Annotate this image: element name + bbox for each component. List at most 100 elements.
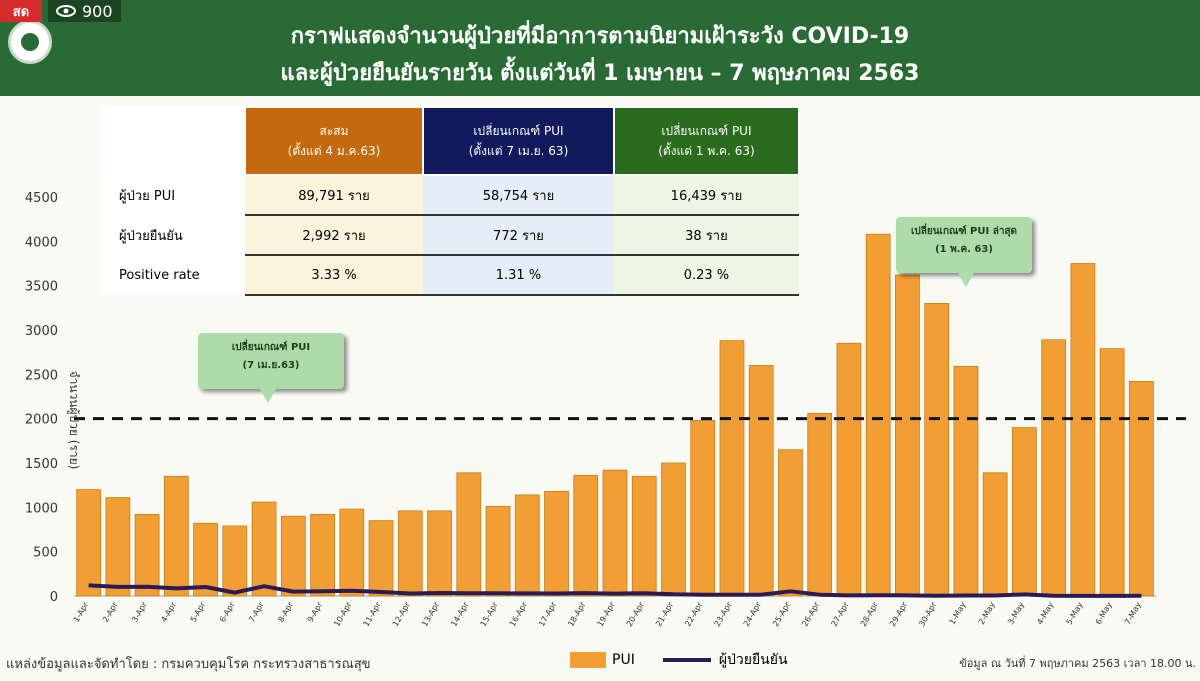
eye-icon: [56, 5, 76, 17]
x-tick-label: 1-May: [948, 600, 968, 626]
table-cell: 0.23 %: [613, 255, 799, 296]
bar-pui: [485, 506, 511, 597]
x-tick-label: 1-Apr: [72, 600, 91, 624]
legend-line-swatch: [662, 658, 711, 662]
header-sublabel: (ตั้งแต่ 4 ม.ค.63): [287, 144, 381, 158]
x-tick-label: 5-May: [1065, 600, 1085, 626]
table-cell: 1.31 %: [423, 255, 614, 296]
bar-pui: [982, 472, 1008, 597]
x-tick-label: 23-Apr: [713, 600, 735, 628]
y-tick-label: 1500: [25, 457, 58, 472]
table-cell: 772 ราย: [423, 215, 614, 256]
summary-table: สะสม (ตั้งแต่ 4 ม.ค.63) เปลี่ยนเกณฑ์ PUI…: [100, 106, 801, 296]
x-tick-label: 6-Apr: [218, 600, 237, 624]
bar-pui: [339, 508, 365, 597]
x-tick-label: 9-Apr: [306, 600, 325, 624]
x-tick-label: 4-May: [1035, 600, 1055, 626]
bar-pui: [953, 365, 979, 597]
data-timestamp: ข้อมูล ณ วันที่ 7 พฤษภาคม 2563 เวลา 18.0…: [959, 657, 1196, 670]
table-cell: 16,439 ราย: [613, 175, 799, 216]
table-row: ผู้ป่วย PUI 89,791 ราย 58,754 ราย 16,439…: [101, 175, 799, 216]
bar-pui: [222, 525, 248, 597]
bar-pui: [105, 497, 131, 597]
table-row: Positive rate 3.33 % 1.31 % 0.23 %: [101, 255, 799, 296]
x-tick-label: 12-Apr: [391, 600, 413, 628]
x-tick-label: 27-Apr: [830, 600, 852, 628]
bar-pui: [514, 494, 540, 597]
callout-title: เปลี่ยนเกณฑ์ PUI: [231, 342, 311, 353]
table-cell: 3.33 %: [245, 255, 424, 296]
bar-pui: [661, 462, 686, 597]
bar-pui: [1099, 348, 1125, 597]
bar-pui: [544, 490, 569, 597]
x-tick-label: 11-Apr: [362, 600, 384, 628]
y-tick-label: 3500: [25, 280, 58, 295]
bar-pui: [251, 501, 277, 597]
bar-pui: [1128, 381, 1154, 597]
x-tick-label: 2-Apr: [101, 600, 120, 624]
table-cell: 2,992 ราย: [245, 215, 424, 256]
row-label: ผู้ป่วยยืนยัน: [101, 215, 245, 255]
header-bar: กราฟแสดงจำนวนผู้ป่วยที่มีอาการตามนิยามเฝ…: [0, 0, 1200, 96]
x-tick-label: 28-Apr: [859, 600, 881, 628]
bar-pui: [76, 489, 102, 597]
y-tick-label: 2500: [25, 368, 58, 383]
y-tick-label: 3000: [25, 324, 58, 339]
bar-pui: [1070, 263, 1096, 597]
chart-legend: PUI ผู้ป่วยยืนยัน: [570, 648, 788, 672]
header-sublabel: (ตั้งแต่ 7 เม.ย. 63): [468, 144, 569, 158]
legend-label-confirmed: ผู้ป่วยยืนยัน: [718, 652, 788, 668]
x-tick-label: 15-Apr: [479, 600, 501, 628]
header-label: เปลี่ยนเกณฑ์ PUI: [661, 124, 752, 138]
y-tick-label: 4500: [25, 191, 58, 206]
bar-pui: [895, 274, 920, 597]
x-tick-label: 7-Apr: [247, 600, 266, 624]
bar-pui: [1041, 339, 1067, 597]
row-label: ผู้ป่วย PUI: [101, 175, 245, 215]
header-sublabel: (ตั้งแต่ 1 พ.ค. 63): [658, 144, 755, 158]
x-tick-label: 18-Apr: [566, 600, 588, 628]
x-tick-label: 3-Apr: [130, 600, 149, 624]
bar-pui: [397, 510, 423, 597]
bar-pui: [193, 522, 218, 597]
page-subtitle: และผู้ป่วยยืนยันรายวัน ตั้งแต่วันที่ 1 เ…: [280, 61, 920, 86]
x-tick-label: 24-Apr: [742, 600, 764, 628]
bar-pui: [310, 514, 335, 597]
bar-pui: [807, 412, 833, 597]
line-confirmed-cases: [88, 583, 1142, 598]
bar-pui: [778, 449, 803, 597]
bar-pui: [368, 520, 394, 597]
bar-pui: [1012, 427, 1037, 597]
x-tick-label: 8-Apr: [276, 600, 295, 624]
table-header-cumulative: สะสม (ตั้งแต่ 4 ม.ค.63): [243, 106, 425, 176]
bar-pui: [865, 233, 891, 597]
y-tick-label: 2000: [25, 413, 58, 428]
x-tick-label: 30-Apr: [917, 600, 939, 628]
x-tick-label: 20-Apr: [625, 600, 647, 628]
callout-pui-change-apr: เปลี่ยนเกณฑ์ PUI (7 เม.ย.63): [198, 333, 344, 403]
page-title: กราฟแสดงจำนวนผู้ป่วยที่มีอาการตามนิยามเฝ…: [290, 24, 910, 49]
x-tick-label: 5-Apr: [189, 600, 208, 624]
callout-date: (7 เม.ย.63): [242, 360, 300, 371]
bar-pui: [690, 420, 716, 597]
bar-pui: [748, 365, 774, 597]
bar-pui: [427, 510, 452, 597]
bar-pui: [631, 475, 657, 597]
x-tick-label: 13-Apr: [420, 600, 442, 628]
x-tick-label: 19-Apr: [596, 600, 618, 628]
table-corner: [100, 106, 246, 176]
table-header-pui-may: เปลี่ยนเกณฑ์ PUI (ตั้งแต่ 1 พ.ค. 63): [612, 106, 801, 176]
x-tick-label: 3-May: [1006, 600, 1026, 626]
y-tick-label: 500: [33, 546, 58, 561]
x-tick-label: 26-Apr: [800, 600, 822, 628]
bar-pui: [280, 515, 306, 597]
bar-pui: [163, 475, 189, 597]
x-tick-label: 17-Apr: [537, 600, 559, 628]
x-tick-label: 7-May: [1123, 600, 1143, 626]
x-tick-label: 21-Apr: [654, 600, 676, 628]
table-cell: 38 ราย: [613, 215, 799, 256]
header-label: สะสม: [319, 124, 349, 138]
x-tick-label: 6-May: [1094, 600, 1114, 626]
view-count-value: 900: [82, 1, 113, 21]
